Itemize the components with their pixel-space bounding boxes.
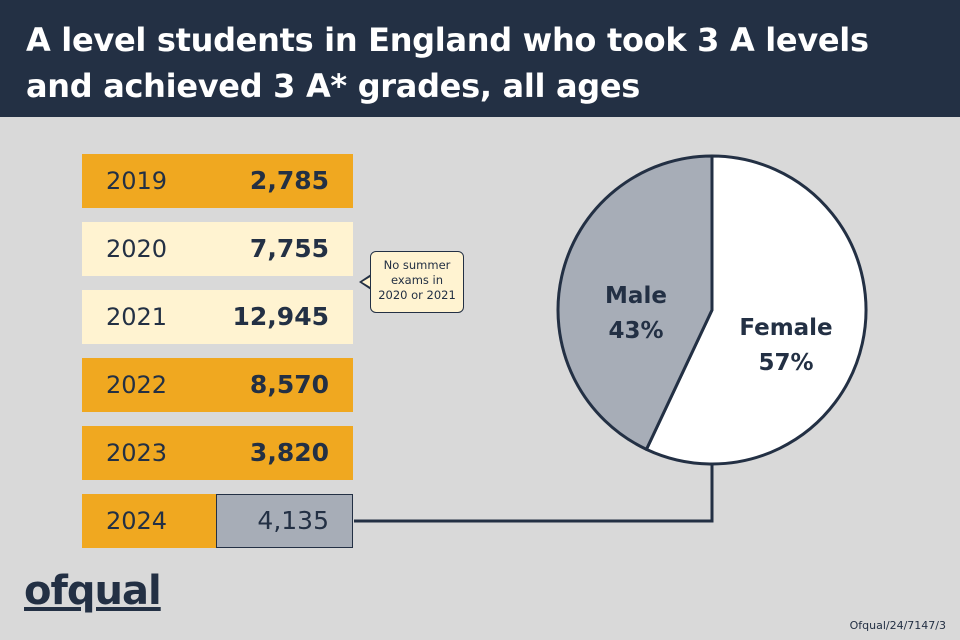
pie-slice-male	[556, 154, 714, 451]
table-row-2024: 2024 4,135	[82, 494, 353, 548]
year-label: 2023	[106, 439, 168, 467]
callout-line-2: exams in	[390, 273, 444, 287]
student-count: 8,570	[249, 370, 329, 399]
student-count: 3,820	[249, 438, 329, 467]
pie-label-male: Male	[605, 283, 667, 309]
no-exams-callout: No summer exams in 2020 or 2021	[370, 251, 464, 313]
student-count: 4,135	[257, 506, 329, 535]
pie-label-female: Female	[739, 315, 832, 341]
student-count: 2,785	[249, 166, 329, 195]
pie-value-male: 43%	[608, 318, 663, 344]
title-line-1: A level students in England who took 3 A…	[26, 21, 869, 59]
connector-line	[354, 464, 714, 523]
table-row-2021: 2021 12,945	[82, 290, 353, 344]
year-label: 2022	[106, 371, 168, 399]
highlight-value-box	[216, 494, 353, 548]
title-line-2: and achieved 3 A* grades, all ages	[26, 67, 641, 105]
year-label: 2021	[106, 303, 168, 331]
table-row-2019: 2019 2,785	[82, 154, 353, 208]
callout-pointer-fill	[362, 276, 372, 288]
student-count: 7,755	[249, 234, 329, 263]
callout-line-3: 2020 or 2021	[378, 288, 456, 302]
year-label: 2020	[106, 235, 168, 263]
table-row-2020: 2020 7,755	[82, 222, 353, 276]
ofqual-logo: ofqual	[24, 568, 162, 614]
pie-value-female: 57%	[758, 350, 813, 376]
table-row-2023: 2023 3,820	[82, 426, 353, 480]
year-label: 2024	[106, 507, 168, 535]
table-row-2022: 2022 8,570	[82, 358, 353, 412]
student-count: 12,945	[232, 302, 329, 331]
year-label: 2019	[106, 167, 168, 195]
header-bar: A level students in England who took 3 A…	[0, 0, 960, 117]
reference-code: Ofqual/24/7147/3	[849, 619, 946, 632]
pie-slice-female	[644, 154, 868, 466]
callout-line-1: No summer	[383, 258, 451, 272]
